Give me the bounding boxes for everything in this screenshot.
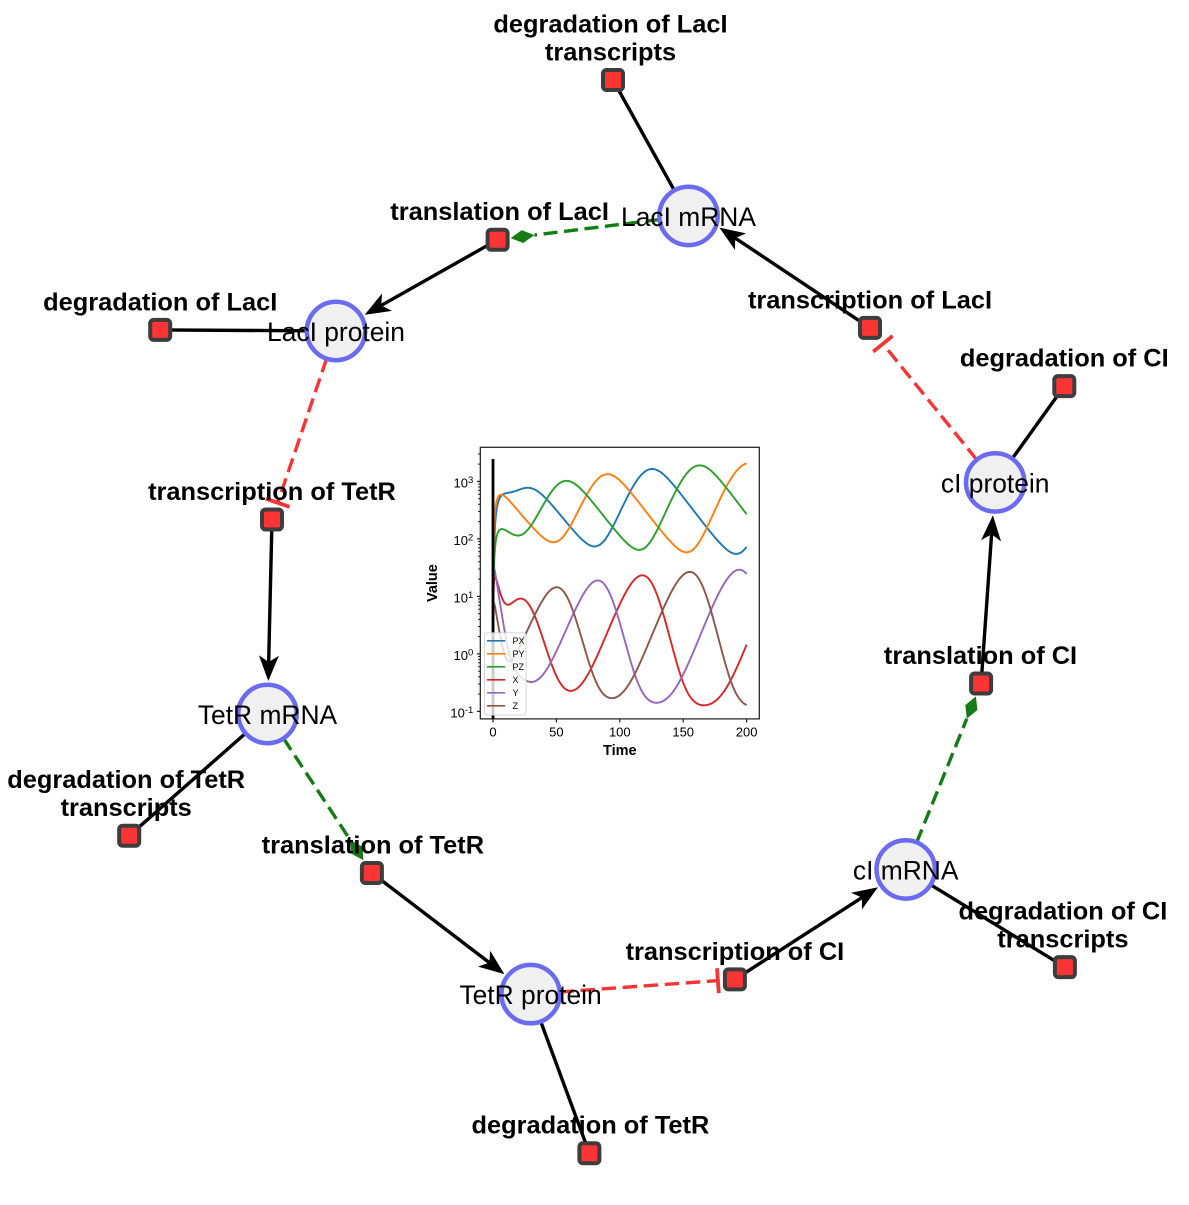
svg-text:0: 0 [489,724,496,739]
svg-text:transcripts: transcripts [545,39,676,67]
svg-text:degradation of LacI: degradation of LacI [43,288,277,316]
svg-text:Time: Time [603,743,637,759]
svg-text:TetR mRNA: TetR mRNA [198,700,338,730]
svg-text:PZ: PZ [513,662,525,672]
svg-text:cI mRNA: cI mRNA [853,855,959,885]
svg-text:TetR protein: TetR protein [459,980,601,1010]
svg-text:transcription of TetR: transcription of TetR [148,478,396,506]
svg-text:LacI mRNA: LacI mRNA [621,202,756,232]
svg-text:100: 100 [609,724,631,739]
svg-text:cI protein: cI protein [941,468,1050,498]
svg-text:transcripts: transcripts [997,926,1128,954]
svg-text:degradation of TetR: degradation of TetR [7,766,245,794]
svg-text:transcription of CI: transcription of CI [626,938,845,966]
svg-text:transcripts: transcripts [61,794,192,822]
svg-text:50: 50 [549,724,563,739]
svg-text:translation of CI: translation of CI [884,642,1077,670]
svg-text:translation of TetR: translation of TetR [262,832,484,860]
svg-text:150: 150 [672,724,694,739]
svg-text:200: 200 [736,724,758,739]
svg-text:degradation of CI: degradation of CI [959,898,1168,926]
svg-text:PX: PX [513,636,525,646]
svg-text:Z: Z [513,701,519,711]
svg-text:degradation of CI: degradation of CI [960,345,1169,373]
svg-text:X: X [513,675,519,685]
svg-text:Y: Y [513,688,519,698]
svg-text:degradation of LacI: degradation of LacI [493,11,727,39]
svg-text:LacI protein: LacI protein [267,317,405,347]
svg-text:translation of LacI: translation of LacI [390,198,609,226]
svg-text:Value: Value [425,564,441,602]
svg-text:PY: PY [513,649,525,659]
svg-text:degradation of TetR: degradation of TetR [471,1112,709,1140]
svg-text:transcription of LacI: transcription of LacI [748,286,992,314]
